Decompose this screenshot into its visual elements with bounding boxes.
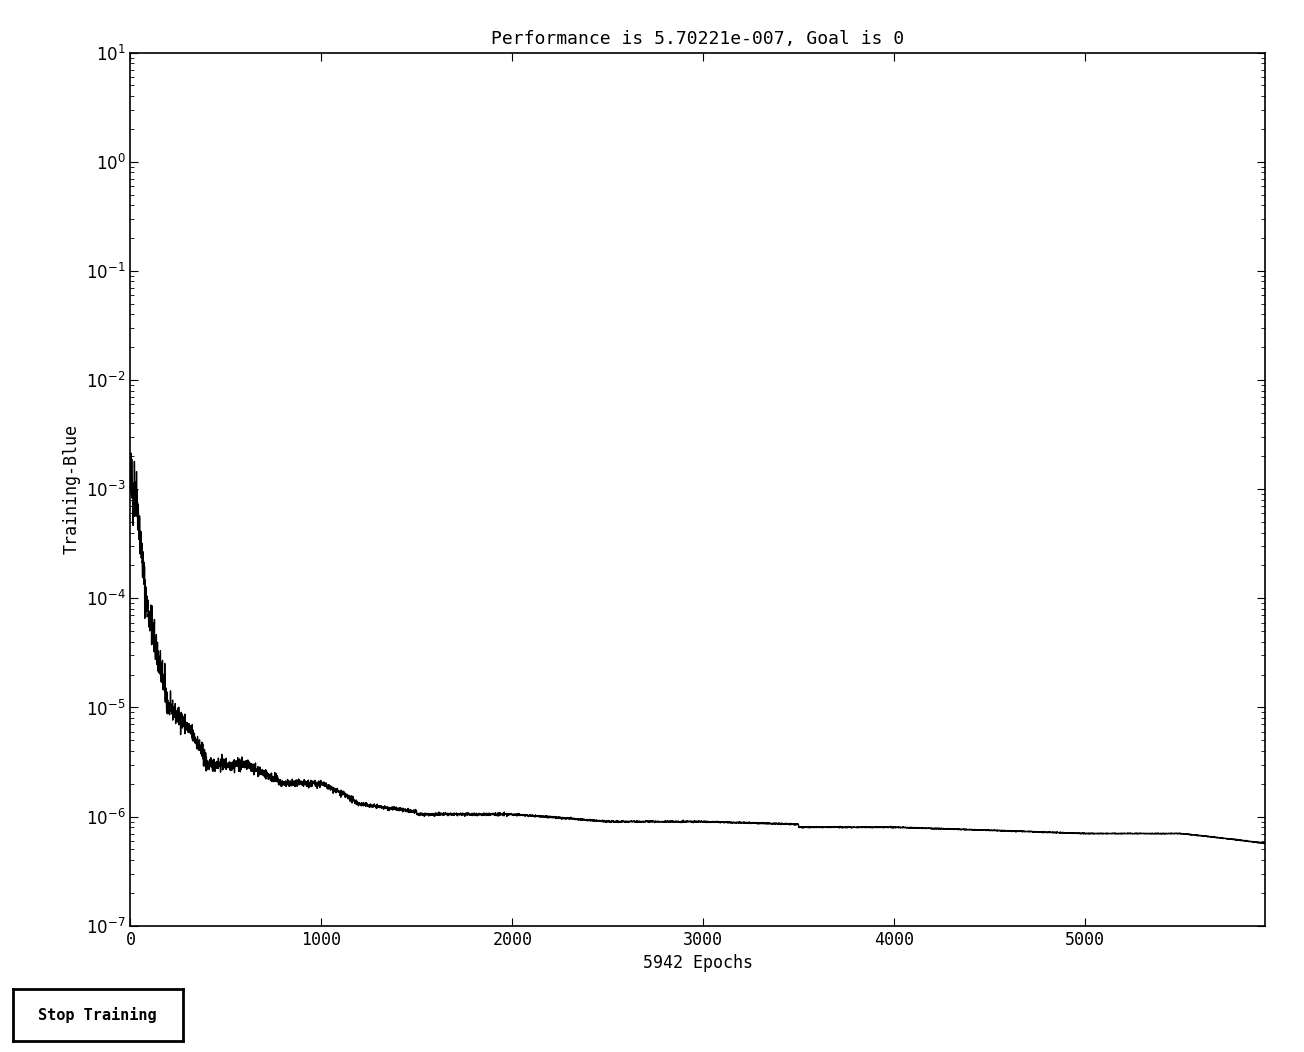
Y-axis label: Training-Blue: Training-Blue [63,424,81,554]
X-axis label: 5942 Epochs: 5942 Epochs [643,954,752,972]
Title: Performance is 5.70221e-007, Goal is 0: Performance is 5.70221e-007, Goal is 0 [492,31,904,48]
Text: Stop Training: Stop Training [39,1007,156,1024]
